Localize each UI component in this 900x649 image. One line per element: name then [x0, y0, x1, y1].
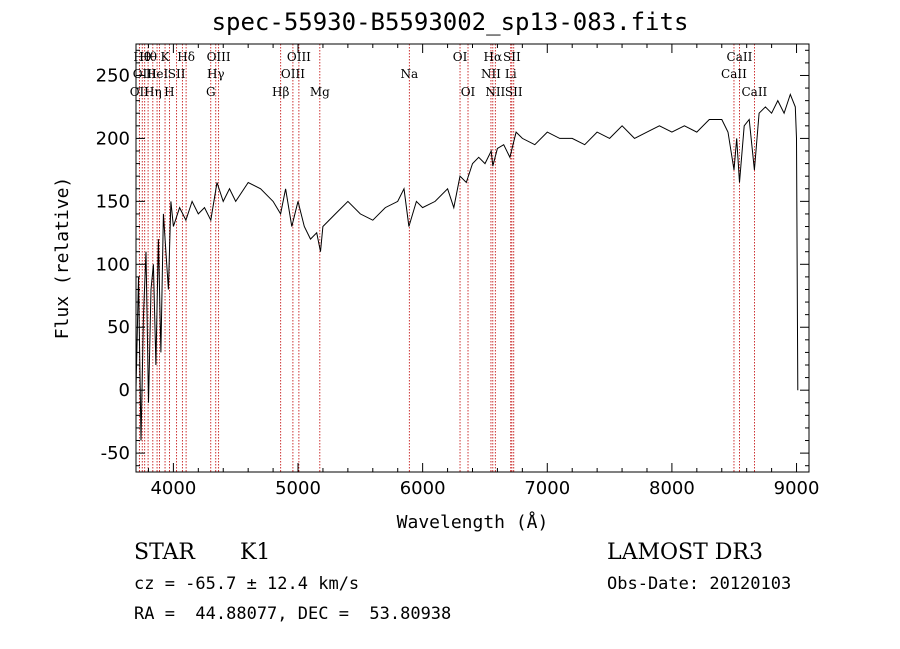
spectral-line-labels: OII Hθ OIII Hθ Hη HeI K H SII Hδ G Hγ OIII Hβ OIII OIII…	[130, 50, 768, 99]
line-label-12: G	[206, 85, 216, 99]
y-tick-label-6: 250	[96, 65, 130, 86]
line-label-22: NII	[481, 67, 501, 81]
line-label-30: CaII	[741, 85, 767, 99]
line-label-3: Hθ	[139, 50, 157, 64]
x-tick-label-1: 5000	[275, 478, 321, 499]
line-label-19: Na	[400, 67, 418, 81]
spectral-line-markers	[138, 44, 755, 472]
line-label-28: CaII	[721, 67, 747, 81]
y-tick-label-4: 150	[96, 191, 130, 212]
line-label-26: SII	[503, 50, 521, 64]
y-tick-label-3: 100	[96, 254, 130, 275]
object-class: STAR	[134, 540, 195, 565]
line-label-5: HeI	[146, 67, 169, 81]
plot-frame	[135, 43, 810, 473]
object-subclass: K1	[240, 540, 271, 565]
x-tick-label-5: 9000	[774, 478, 820, 499]
line-label-8: H	[164, 85, 174, 99]
line-label-11: Hδ	[177, 50, 195, 64]
line-label-20: OI	[453, 50, 468, 64]
line-label-1: Hθ	[133, 50, 151, 64]
redshift-info: cz = -65.7 ± 12.4 km/s	[134, 574, 360, 594]
x-axis-label: Wavelength (Å)	[397, 511, 549, 533]
line-label-25: Li	[505, 67, 517, 81]
line-label-15: Hβ	[272, 85, 289, 99]
line-label-13: Hγ	[207, 67, 225, 81]
spectrum-series	[135, 92, 799, 441]
line-label-24: NII	[485, 85, 505, 99]
line-label-17: OIII	[287, 50, 311, 64]
y-tick-label-1: 0	[119, 380, 130, 401]
y-tick-label-5: 200	[96, 128, 130, 149]
y-axis-label: Flux (relative)	[52, 177, 73, 340]
line-label-4: Hη	[144, 85, 162, 99]
line-label-27: SII	[505, 85, 523, 99]
line-label-16: OIII	[281, 67, 305, 81]
line-label-21: OI	[461, 85, 476, 99]
observation-date: Obs-Date: 20120103	[607, 574, 792, 594]
coordinates: RA = 44.88077, DEC = 53.80938	[134, 604, 452, 624]
line-label-2: OIII	[133, 67, 157, 81]
line-label-7: K	[161, 50, 171, 64]
x-tick-label-4: 8000	[649, 478, 695, 499]
survey-name: LAMOST DR3	[607, 540, 763, 565]
line-label-18: Mg	[310, 85, 330, 99]
line-label-14: OIII	[207, 50, 231, 64]
x-tick-label-3: 7000	[524, 478, 570, 499]
line-label-0: OII	[130, 85, 150, 99]
chart-title: spec-55930-B5593002_sp13-083.fits	[211, 8, 689, 36]
y-tick-label-2: 50	[107, 317, 130, 338]
spectrum-line	[135, 92, 799, 441]
line-label-23: Hα	[484, 50, 503, 64]
x-tick-label-0: 4000	[150, 478, 196, 499]
line-label-9: SII	[168, 67, 186, 81]
y-tick-label-0: -50	[101, 443, 130, 464]
x-tick-label-2: 6000	[400, 478, 446, 499]
axis-ticks: 4000 5000 6000 7000 8000 9000 -50 0 50 100 150 200 2…	[96, 44, 820, 499]
line-label-29: CaII	[727, 50, 753, 64]
